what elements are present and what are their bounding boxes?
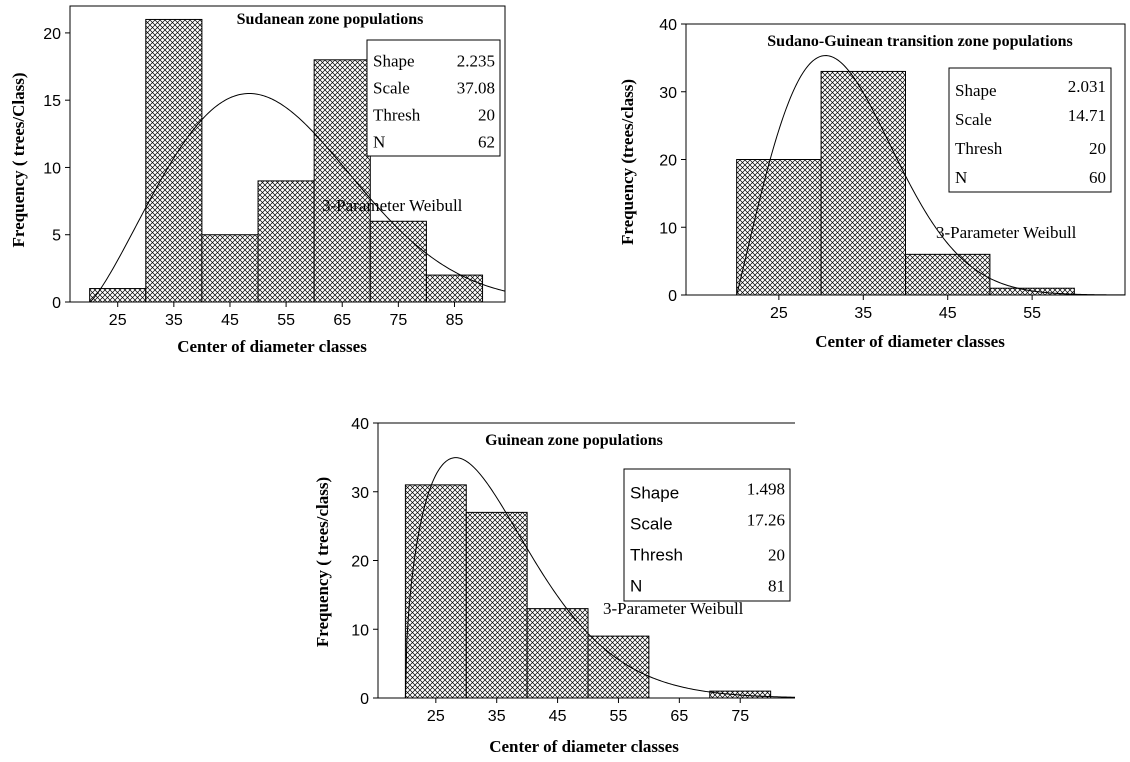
x-tick-label: 35	[488, 708, 506, 725]
fit-parameter-value: 20	[478, 105, 495, 124]
y-axis-label: Frequency (trees/class)	[618, 79, 637, 245]
y-axis-label: Frequency ( trees/Class)	[9, 72, 28, 247]
x-tick-label: 65	[670, 708, 688, 725]
x-tick-label: 35	[854, 305, 872, 322]
fit-parameter-label: Scale	[373, 78, 410, 97]
y-tick-label: 10	[351, 622, 369, 639]
histogram-bar	[369, 220, 427, 303]
chart-title: Sudanean zone populations	[237, 11, 424, 28]
x-tick-label: 45	[939, 305, 957, 322]
histogram-bar	[736, 159, 822, 296]
histogram-bar	[313, 59, 371, 303]
x-axis-label: Center of diameter classes	[177, 337, 367, 356]
histogram-bar	[201, 234, 259, 303]
chart-panel-1: 0 5 10 15 20 25 35 45 55 65 75 85 Sudanean zone popu…	[9, 5, 506, 356]
plot-frame	[69, 5, 506, 303]
x-tick-label: 65	[333, 312, 351, 329]
fit-parameter-box	[948, 67, 1112, 193]
y-tick-label: 0	[360, 691, 369, 708]
histogram-bar	[404, 484, 467, 699]
x-tick-label: 25	[109, 312, 127, 329]
chart-panel-2: 0 10 20 30 40 25 35 45 55 Sudano-Guinean transiti…	[618, 17, 1126, 351]
fit-parameter-value: 2.031	[1068, 77, 1106, 96]
x-axis-label: Center of diameter classes	[815, 332, 1005, 351]
fit-parameter-value: 81	[768, 576, 785, 595]
fit-parameter-value: 17.26	[747, 510, 785, 529]
x-axis-label: Center of diameter classes	[489, 737, 679, 756]
y-tick-label: 40	[351, 416, 369, 433]
y-tick-label: 5	[52, 228, 61, 245]
weibull-fit-curve	[404, 457, 796, 699]
fit-parameter-label: N	[630, 576, 642, 595]
fit-parameter-label: N	[955, 168, 967, 187]
fit-parameter-value: 1.498	[747, 479, 785, 498]
y-tick-label: 20	[43, 26, 61, 43]
x-tick-label: 55	[610, 708, 628, 725]
fit-parameter-label: Thresh	[630, 545, 683, 564]
fit-parameter-value: 20	[768, 545, 785, 564]
histogram-bar	[905, 253, 991, 296]
x-tick-label: 45	[221, 312, 239, 329]
y-tick-label: 10	[43, 160, 61, 177]
weibull-fit-curve	[89, 93, 506, 303]
fit-parameter-value: 60	[1089, 168, 1106, 187]
y-axis-label: Frequency ( trees/class)	[313, 477, 332, 647]
fit-parameter-label: Scale	[955, 110, 992, 129]
x-tick-label: 75	[731, 708, 749, 725]
y-tick-label: 15	[43, 93, 61, 110]
y-tick-label: 40	[659, 17, 677, 34]
x-tick-label: 25	[427, 708, 445, 725]
y-tick-label: 20	[659, 153, 677, 170]
x-tick-label: 25	[770, 305, 788, 322]
x-tick-label: 45	[549, 708, 567, 725]
fit-distribution-label: 3-Parameter Weibull	[603, 599, 744, 618]
x-tick-label: 55	[1023, 305, 1041, 322]
histogram-bar	[587, 635, 650, 699]
histogram-bar	[425, 274, 484, 303]
y-tick-label: 20	[351, 554, 369, 571]
chart-title: Guinean zone populations	[485, 432, 663, 449]
histogram-bar	[465, 511, 528, 699]
y-tick-label: 10	[659, 220, 677, 237]
fit-parameter-label: Shape	[955, 81, 997, 100]
fit-parameter-label: Thresh	[955, 139, 1003, 158]
histogram-bar	[145, 18, 203, 303]
x-tick-label: 35	[165, 312, 183, 329]
fit-parameter-value: 62	[478, 132, 495, 151]
fit-distribution-label: 3-Parameter Weibull	[936, 223, 1077, 242]
y-tick-label: 0	[52, 295, 61, 312]
y-tick-label: 30	[351, 485, 369, 502]
x-tick-label: 75	[389, 312, 407, 329]
weibull-fit-curve	[736, 55, 1126, 296]
fit-parameter-label: N	[373, 132, 385, 151]
fit-parameter-box	[623, 468, 791, 602]
fit-distribution-label: 3-Parameter Weibull	[322, 196, 463, 215]
fit-parameter-label: Shape	[630, 483, 679, 502]
histogram-bar	[526, 608, 589, 699]
histogram-bar	[89, 288, 147, 303]
chart-title: Sudano-Guinean transition zone populatio…	[767, 33, 1072, 50]
fit-parameter-label: Thresh	[373, 105, 421, 124]
x-tick-label: 55	[277, 312, 295, 329]
fit-parameter-label: Shape	[373, 51, 415, 70]
x-tick-label: 85	[446, 312, 464, 329]
fit-parameter-value: 2.235	[457, 51, 495, 70]
fit-parameter-value: 37.08	[457, 78, 495, 97]
y-tick-label: 0	[668, 288, 677, 305]
histogram-bar	[257, 180, 315, 303]
y-tick-label: 30	[659, 85, 677, 102]
fit-parameter-value: 14.71	[1068, 106, 1106, 125]
chart-panel-3: 0 10 20 30 40 25 35 45 55 65 75 Guinean zone popula…	[313, 416, 796, 756]
fit-parameter-label: Scale	[630, 514, 673, 533]
histogram-bar	[820, 70, 906, 296]
fit-parameter-box	[366, 39, 501, 157]
fit-parameter-value: 20	[1089, 139, 1106, 158]
